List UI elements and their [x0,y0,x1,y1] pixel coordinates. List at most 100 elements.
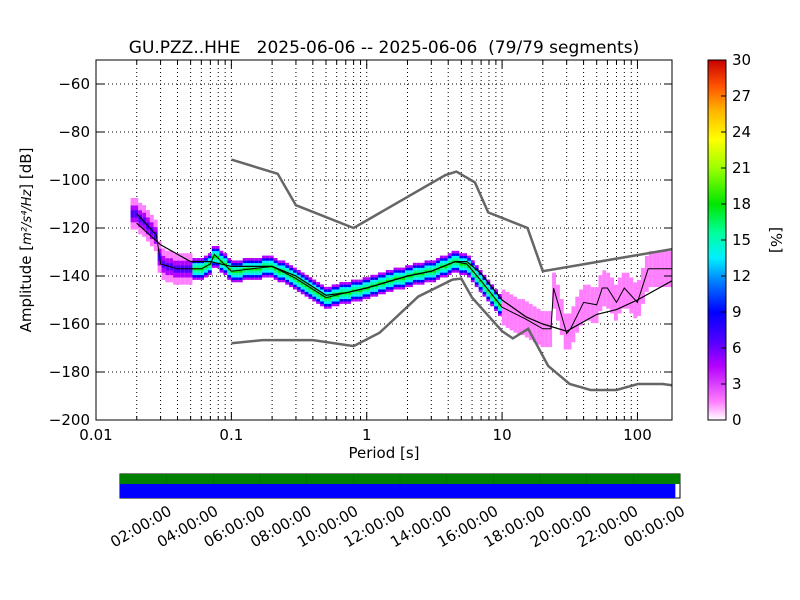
psd-density-cell [621,282,626,285]
psd-density-cell [652,262,657,266]
psd-density-cell [169,258,174,261]
psd-density-cell [204,270,208,273]
psd-density-cell [169,279,174,283]
psd-density-cell [223,258,228,261]
psd-density-cell [482,282,487,285]
psd-density-cell [509,301,514,304]
psd-density-cell [571,313,576,316]
psd-density-cell [180,262,185,266]
psd-density-cell [668,253,672,256]
psd-density-cell [532,320,537,324]
psd-density-cell [509,313,514,316]
psd-density-cell [610,282,614,285]
psd-density-cell [517,322,522,326]
psd-density-cell [494,303,498,307]
psd-density-cell [196,270,201,273]
psd-density-cell [405,279,410,283]
psd-density-cell [579,289,584,292]
psd-density-cell [478,277,483,280]
psd-density-cell [455,250,460,254]
psd-density-cell [571,334,576,338]
psd-density-cell [242,270,247,273]
psd-density-cell [463,262,468,266]
psd-density-cell [439,267,444,271]
psd-density-cell [269,274,274,278]
psd-density-cell [188,253,193,256]
psd-density-cell [652,255,657,259]
psd-density-cell [323,291,328,295]
colorbar-tick-label: 24 [732,123,751,141]
psd-density-cell [204,274,208,278]
psd-density-cell [606,308,611,312]
psd-density-cell [424,262,429,266]
psd-density-cell [555,310,560,314]
psd-density-cell [575,298,580,302]
grid [96,60,672,421]
psd-density-cell [621,294,626,297]
psd-density-cell [571,310,576,314]
psd-density-cell [517,330,522,333]
psd-density-cell [157,243,162,247]
psd-density-cell [304,277,309,280]
psd-density-cell [455,262,460,266]
psd-density-cell [602,270,607,273]
psd-density-cell [664,272,669,276]
psd-density-cell [339,298,344,302]
psd-density-cell [412,262,417,266]
psd-density-cell [370,277,375,280]
psd-density-cell [637,284,642,288]
psd-density-cell [443,258,448,261]
psd-density-cell [304,291,309,295]
psd-density-cell [304,274,309,278]
psd-density-cell [525,306,529,309]
psd-density-cell [447,272,452,276]
psd-density-cell [289,267,293,271]
psd-density-cell [579,313,584,316]
psd-density-cell [130,210,135,213]
psd-density-cell [544,315,549,319]
psd-density-cell [238,272,243,276]
psd-density-cell [559,306,564,309]
psd-density-cell [521,310,526,314]
psd-density-cell [246,262,251,266]
psd-density-cell [180,272,185,276]
psd-density-cell [563,339,568,343]
psd-density-cell [602,284,607,288]
psd-density-cell [579,308,584,312]
psd-density-cell [350,291,355,295]
psd-density-cell [304,279,309,283]
psd-density-cell [327,291,332,295]
psd-density-cell [292,270,297,273]
psd-density-cell [594,296,599,300]
psd-density-cell [424,265,429,268]
psd-density-cell [134,210,139,213]
psd-density-cell [629,286,634,290]
psd-density-cell [555,315,560,319]
psd-density-cell [490,291,495,295]
colorbar-tick-label: 3 [732,375,742,393]
psd-density-cell [176,262,181,266]
psd-density-cell [610,279,614,283]
psd-density-cell [641,270,645,273]
psd-density-cell [633,301,638,304]
psd-density-cell [660,277,665,280]
psd-density-cell [420,279,425,283]
psd-density-cell [204,267,208,271]
psd-density-cell [130,222,135,225]
psd-density-cell [513,320,518,324]
psd-density-cell [447,260,452,264]
psd-density-cell [397,286,402,290]
psd-density-cell [575,294,580,297]
psd-density-cell [439,255,444,259]
psd-density-cell [610,274,614,278]
psd-density-cell [598,289,603,292]
psd-density-cell [559,310,564,314]
psd-density-cell [254,258,259,261]
psd-density-cell [149,214,154,218]
psd-density-cell [660,260,665,264]
psd-density-cell [409,284,413,288]
psd-density-cell [381,291,386,295]
psd-density-cell [501,298,506,302]
psd-density-cell [505,306,510,309]
psd-density-cell [281,277,286,280]
